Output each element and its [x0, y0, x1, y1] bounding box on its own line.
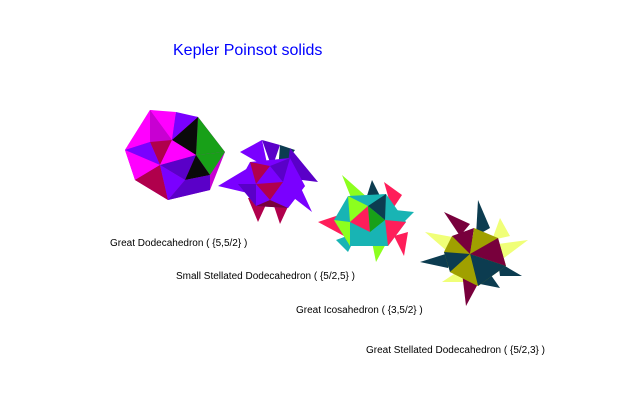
gd-facet — [196, 117, 225, 155]
caption-small-stellated-dodecahedron: Small Stellated Dodecahedron ( {5/2,5} ) — [176, 271, 355, 282]
caption-great-stellated-dodecahedron: Great Stellated Dodecahedron ( {5/2,3} ) — [366, 345, 545, 356]
caption-great-icosahedron: Great Icosahedron ( {3,5/2} ) — [296, 305, 423, 316]
gi-spike — [394, 232, 408, 256]
caption-great-dodecahedron: Great Dodecahedron ( {5,5/2} ) — [110, 238, 247, 249]
small-stellated-dodecahedron-solid — [218, 140, 318, 224]
great-stellated-dodecahedron-solid — [420, 200, 528, 306]
great-dodecahedron-solid — [125, 110, 225, 200]
great-icosahedron-solid — [318, 175, 414, 262]
